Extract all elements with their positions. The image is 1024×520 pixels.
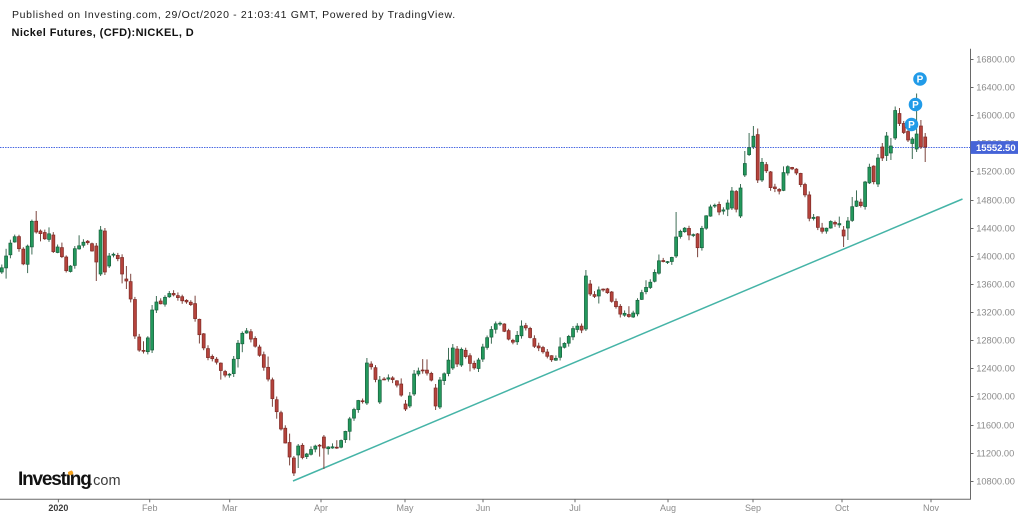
svg-text:15552.50: 15552.50 bbox=[976, 143, 1016, 154]
svg-text:16800.00: 16800.00 bbox=[976, 55, 1015, 65]
svg-text:P: P bbox=[917, 74, 924, 85]
svg-text:14400.00: 14400.00 bbox=[976, 224, 1015, 234]
svg-text:16400.00: 16400.00 bbox=[976, 83, 1015, 93]
svg-text:12800.00: 12800.00 bbox=[976, 336, 1015, 346]
svg-text:14800.00: 14800.00 bbox=[976, 196, 1015, 206]
svg-text:13600.00: 13600.00 bbox=[976, 280, 1015, 290]
svg-text:Sep: Sep bbox=[745, 503, 761, 513]
svg-text:15200.00: 15200.00 bbox=[976, 167, 1015, 177]
svg-text:Aug: Aug bbox=[660, 503, 676, 513]
svg-text:Jul: Jul bbox=[569, 503, 581, 513]
svg-text:Feb: Feb bbox=[142, 503, 158, 513]
svg-text:May: May bbox=[396, 503, 414, 513]
svg-text:Apr: Apr bbox=[314, 503, 328, 513]
svg-text:Nov: Nov bbox=[923, 503, 940, 513]
svg-text:Oct: Oct bbox=[835, 503, 850, 513]
svg-text:P: P bbox=[908, 120, 915, 131]
svg-text:13200.00: 13200.00 bbox=[976, 308, 1015, 318]
svg-text:12400.00: 12400.00 bbox=[976, 364, 1015, 374]
svg-text:14000.00: 14000.00 bbox=[976, 252, 1015, 262]
svg-text:11200.00: 11200.00 bbox=[976, 449, 1014, 459]
svg-text:12000.00: 12000.00 bbox=[976, 392, 1015, 402]
svg-text:Mar: Mar bbox=[222, 503, 238, 513]
svg-text:16000.00: 16000.00 bbox=[976, 111, 1015, 121]
svg-text:11600.00: 11600.00 bbox=[976, 421, 1014, 431]
svg-text:P: P bbox=[912, 100, 919, 111]
svg-text:2020: 2020 bbox=[48, 503, 68, 513]
svg-text:10800.00: 10800.00 bbox=[976, 477, 1015, 487]
svg-text:Jun: Jun bbox=[476, 503, 491, 513]
